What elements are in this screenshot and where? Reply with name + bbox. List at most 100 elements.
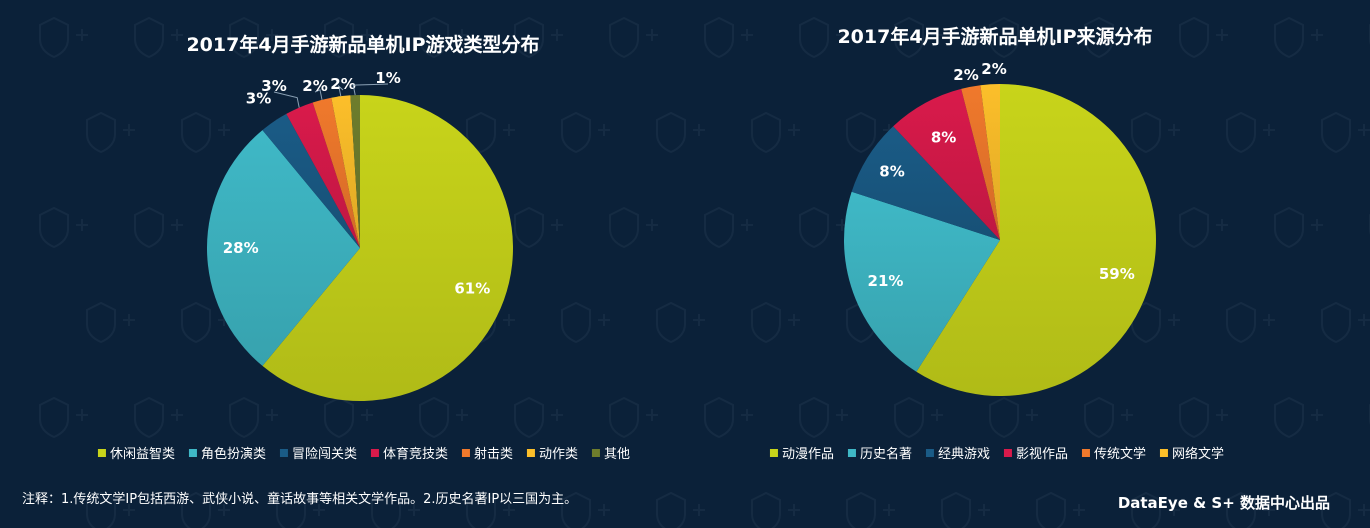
legend-label: 历史名著 — [859, 447, 912, 462]
watermark-logo — [466, 491, 515, 528]
watermark-logo — [514, 396, 563, 439]
watermark-logo — [1274, 16, 1323, 59]
legend-swatch — [188, 448, 197, 457]
watermark-logo — [1226, 491, 1275, 528]
watermark-logo — [419, 396, 468, 439]
legend-item: 影视作品 — [1004, 443, 1068, 462]
pie-slice — [893, 88, 1000, 241]
watermark-logo — [656, 491, 705, 528]
watermark-logo — [1274, 206, 1323, 249]
pie-slice-label: 59% — [1099, 265, 1135, 283]
pie-slice-label: 28% — [223, 239, 259, 257]
legend-swatch — [462, 448, 471, 457]
watermark-logo — [514, 16, 563, 59]
legend-item: 冒险闯关类 — [279, 443, 357, 462]
watermark-logo — [324, 16, 373, 59]
watermark-logo — [276, 491, 325, 528]
legend-label: 角色扮演类 — [200, 447, 266, 462]
watermark-logo — [799, 396, 848, 439]
legend-item: 体育竞技类 — [370, 443, 448, 462]
watermark-logo — [989, 396, 1038, 439]
pie-slice — [844, 191, 1000, 372]
pie-slice — [916, 84, 1156, 396]
label-leader-line — [314, 89, 323, 100]
watermark-logo — [1274, 396, 1323, 439]
legend-swatch — [370, 448, 379, 457]
watermark-logo — [989, 16, 1038, 59]
watermark-logo — [1036, 491, 1085, 528]
watermark-logo — [846, 491, 895, 528]
watermark-logo — [181, 491, 230, 528]
legend-swatch — [1004, 448, 1012, 457]
pie-slice-label: 2% — [981, 60, 1006, 78]
pie-slice-label: 2% — [330, 75, 355, 93]
legend-label: 冒险闯关类 — [291, 447, 357, 462]
watermark-logo — [371, 491, 420, 528]
legend-item: 其他 — [592, 443, 630, 462]
watermark-logo — [86, 111, 135, 154]
watermark-logo — [894, 16, 943, 59]
watermark-logo — [1131, 301, 1180, 344]
legend-swatch — [97, 448, 106, 457]
legend-item: 射击类 — [462, 443, 513, 462]
watermark-logo — [704, 396, 753, 439]
watermark-logo — [1179, 396, 1228, 439]
watermark-logo — [181, 111, 230, 154]
watermark-logo — [419, 16, 468, 59]
watermark-logo — [704, 16, 753, 59]
watermark-logo — [1084, 396, 1133, 439]
pie-slice — [980, 84, 1000, 240]
legend-item: 休闲益智类 — [97, 443, 175, 462]
legend-label: 休闲益智类 — [109, 447, 175, 462]
pie-slice-label: 8% — [931, 129, 956, 147]
legend-label: 动作类 — [539, 447, 579, 462]
legend-genre: 休闲益智类 角色扮演类 冒险闯关类 体育竞技类 射击类 动作类 其他 — [97, 443, 630, 462]
pie-slice — [350, 95, 360, 248]
watermark-logo — [39, 206, 88, 249]
watermark-logo — [39, 396, 88, 439]
legend-label: 射击类 — [474, 447, 514, 462]
footnote: 注释：1.传统文学IP包括西游、武侠小说、童话故事等相关文学作品。2.历史名著I… — [22, 492, 578, 507]
label-leader-line — [273, 91, 300, 108]
legend-label: 传统文学 — [1094, 447, 1147, 462]
legend-swatch — [925, 448, 934, 457]
legend-swatch — [592, 448, 601, 457]
label-leader-line — [338, 84, 344, 97]
pie-slice — [206, 130, 360, 366]
legend-swatch — [1160, 448, 1169, 457]
legend-label: 网络文学 — [1172, 447, 1225, 462]
pie-slice-label: 61% — [454, 279, 490, 297]
watermark-logo — [1226, 301, 1275, 344]
watermark-logo — [229, 396, 278, 439]
pie-slice — [262, 95, 513, 401]
watermark-logo — [751, 301, 800, 344]
watermark-logo — [1131, 111, 1180, 154]
legend-swatch — [847, 448, 856, 457]
legend-item: 传统文学 — [1082, 443, 1146, 462]
watermark-logo — [1321, 301, 1370, 344]
legend-item: 动漫作品 — [769, 443, 834, 462]
watermark-logo — [941, 491, 990, 528]
watermark-logo — [1131, 491, 1180, 528]
pie-slice-label: 2% — [953, 66, 978, 84]
watermark-logo — [324, 396, 373, 439]
legend-label: 动漫作品 — [781, 447, 834, 462]
legend-swatch — [769, 448, 778, 457]
legend-source: 动漫作品 历史名著 经典游戏 影视作品 传统文学 网络文学 — [769, 443, 1224, 462]
legend-label: 经典游戏 — [937, 447, 990, 462]
legend-label: 影视作品 — [1016, 447, 1069, 462]
watermark-logo — [229, 16, 278, 59]
pie-slice-label: 21% — [868, 272, 904, 290]
watermark-logo — [894, 396, 943, 439]
legend-item: 经典游戏 — [925, 443, 990, 462]
watermark-logo — [1226, 111, 1275, 154]
chart-title-genre: 2017年4月手游新品单机IP游戏类型分布 — [186, 34, 540, 56]
legend-item: 网络文学 — [1160, 443, 1224, 462]
credit-text: DataEye & S+ 数据中心出品 — [1117, 494, 1330, 512]
watermark-logo — [609, 16, 658, 59]
watermark-logo — [86, 491, 135, 528]
legend-swatch — [1082, 448, 1091, 457]
watermark-logo — [1321, 111, 1370, 154]
